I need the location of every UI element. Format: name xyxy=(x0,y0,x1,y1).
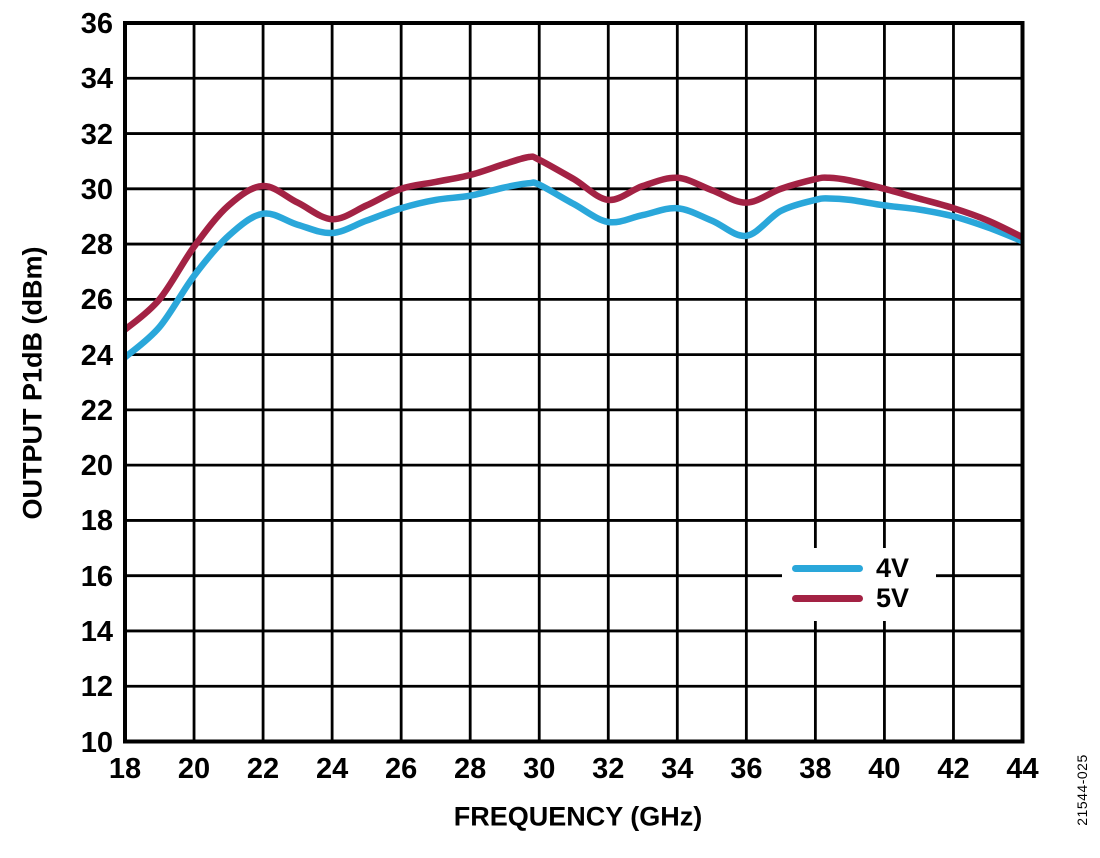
legend-4v-line-swatch xyxy=(792,564,863,572)
y-tick-label: 22 xyxy=(80,394,113,427)
x-tick-label: 18 xyxy=(108,753,142,785)
y-tick-label: 34 xyxy=(80,63,113,96)
plot-border xyxy=(123,21,1025,744)
x-tick-label: 24 xyxy=(315,753,349,785)
y-tick-label: 12 xyxy=(80,671,113,704)
y-tick-label: 32 xyxy=(80,118,113,151)
y-tick-label: 30 xyxy=(80,173,113,206)
x-tick-label: 20 xyxy=(177,753,211,785)
series-line-5v xyxy=(124,153,1024,333)
series-lines xyxy=(124,153,1024,360)
x-tick-label: 32 xyxy=(592,753,625,785)
y-tick-label: 14 xyxy=(80,615,113,648)
legend-item-4v: 4V xyxy=(782,553,936,583)
legend-item-5v: 5V xyxy=(782,583,936,613)
x-tick-label: 38 xyxy=(799,753,832,785)
y-axis-title: OUTPUT P1dB (dBm) xyxy=(17,246,48,520)
series-line-4v xyxy=(124,179,1024,360)
gridlines xyxy=(123,21,1024,743)
figure-id-label: 21544-025 xyxy=(1074,754,1090,826)
y-tick-label: 26 xyxy=(80,284,113,317)
x-tick-label: 36 xyxy=(730,753,763,785)
x-tick-label: 30 xyxy=(523,753,556,785)
legend-5v-line-swatch xyxy=(792,594,863,602)
legend-5v-label: 5V xyxy=(876,583,910,613)
x-tick-label: 34 xyxy=(661,753,694,785)
x-axis-title: FREQUENCY (GHz) xyxy=(453,801,703,832)
x-tick-label: 40 xyxy=(868,753,901,785)
x-tick-label: 28 xyxy=(454,753,487,785)
y-tick-label: 28 xyxy=(80,229,113,262)
y-tick-label: 20 xyxy=(80,450,113,483)
x-tick-label: 44 xyxy=(1006,753,1039,785)
y-tick-label: 16 xyxy=(80,560,113,593)
x-tick-label: 22 xyxy=(246,753,280,785)
y-tick-label: 10 xyxy=(80,726,113,759)
x-tick-label: 26 xyxy=(385,753,418,785)
x-tick-label: 42 xyxy=(937,753,970,785)
y-tick-label: 18 xyxy=(80,505,113,538)
legend-4v-label: 4V xyxy=(876,553,910,583)
legend: 4V 5V xyxy=(782,548,936,621)
y-tick-label: 24 xyxy=(80,339,113,372)
y-tick-label: 36 xyxy=(80,8,113,40)
